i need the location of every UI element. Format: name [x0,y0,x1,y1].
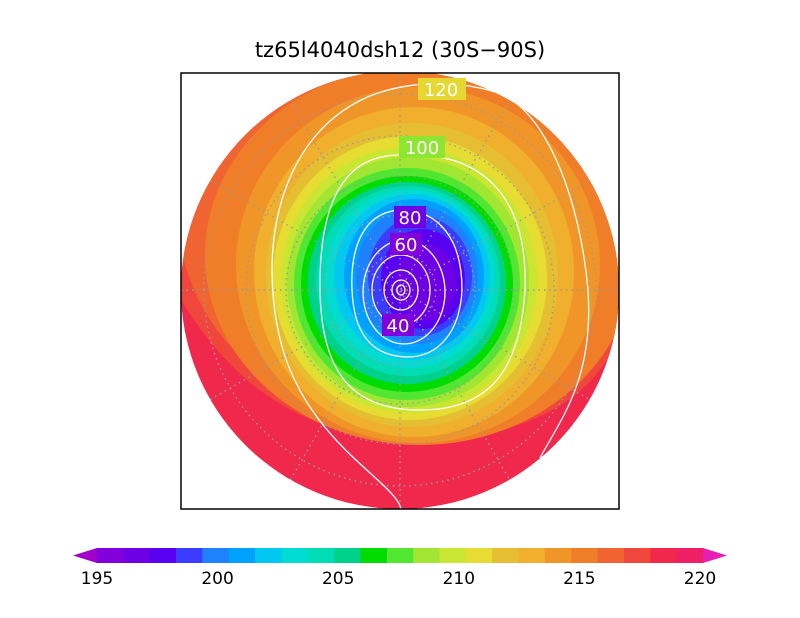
colorbar-tick-label: 215 [563,569,595,589]
contour-inner-1 [383,269,419,311]
colorbar-segment [623,548,651,563]
colorbar-segment [97,548,124,563]
colorbar-tick-label: 200 [201,569,233,589]
colorbar-segment [439,548,467,563]
colorbar-extend-low [73,548,97,563]
colorbar-segment [307,548,335,563]
contour-label-40: 40 [387,316,410,337]
contour-label-80: 80 [399,208,422,229]
colorbar-tick-label: 195 [81,569,113,589]
colorbar-segment [413,548,441,563]
colorbar-segment [176,548,203,563]
colorbar-segment [676,548,704,563]
colorbar-segment [465,548,493,563]
colorbar-tick-label: 205 [322,569,354,589]
grid-circle-50s [245,135,555,445]
contour-100 [319,154,526,411]
colorbar-segment [544,548,572,563]
colorbar-segment [228,548,256,563]
contour-label-60: 60 [395,235,418,256]
colorbar-extend-high [703,548,727,563]
colorbar-segment [492,548,520,563]
colorbar-segment [123,548,151,563]
colorbar-segment [255,548,282,563]
contour-label-group: 120 100 80 60 40 [382,78,466,337]
colorbar-segment [202,548,230,563]
colorbar-segment [650,548,678,563]
grid-circle-40s [203,93,597,487]
chart-title: tz65l4040dsh12 (30S−90S) [255,38,545,62]
contour-label-120: 120 [424,80,458,101]
contour-inner-3 [396,284,406,296]
contour-inner-2 [391,279,411,301]
contour-label-100: 100 [405,138,439,159]
colorbar-segment [597,548,625,563]
colorbar-tick-label: 210 [443,569,475,589]
colorbar [73,548,727,563]
plot-frame [180,72,620,510]
colorbar-segment [149,548,177,563]
colorbar-tick-label: 220 [684,569,716,589]
colorbar-segment [386,548,414,563]
colorbar-segment [518,548,546,563]
colorbar-segment [281,548,309,563]
contour-80 [351,209,463,358]
field-band-197 [396,245,456,321]
colorbar-segment [571,548,599,563]
colorbar-segment [334,548,361,563]
colorbar-segment [360,548,388,563]
colorbar-tick-labels: 195 200 205 210 215 220 [81,569,716,589]
